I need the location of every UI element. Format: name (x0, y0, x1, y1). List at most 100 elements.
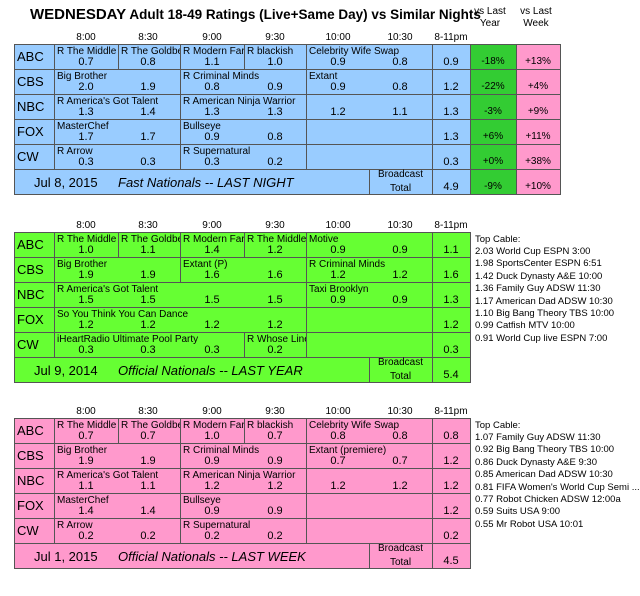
program-name: MasterChef (57, 121, 109, 132)
top-cable-title: Top Cable: (475, 420, 521, 431)
rating-value: 1.2 (204, 319, 220, 331)
broadcast-total-value: 4.5 (443, 555, 459, 567)
title-subtitle: Adult 18-49 Ratings (Live+Same Day) vs S… (129, 7, 481, 22)
night-total-value: 0.2 (443, 530, 459, 542)
footer-label: Official Nationals -- LAST YEAR (118, 363, 303, 378)
top-cable-item: 1.36 Family Guy ADSW 11:30 (475, 283, 601, 295)
empty-slot (306, 307, 433, 333)
top-cable-item: 0.81 FIFA Women's World Cup Semi ... (475, 481, 640, 493)
rating-value: 1.7 (140, 131, 156, 143)
program-name: So You Think You Can Dance (57, 309, 189, 320)
rating-value: 1.2 (267, 244, 283, 256)
broadcast-yoy-change: -9% (484, 181, 502, 192)
program-cell: R The Middle (54, 418, 119, 444)
top-cable-item: 0.86 Duck Dynasty A&E 9:30 (475, 456, 597, 468)
time-slot-header: 9:30 (265, 220, 285, 231)
rating-value: 0.9 (330, 244, 346, 256)
broadcast-total-label: Broadcast Total (377, 357, 424, 382)
broadcast-total-label-cell (369, 543, 433, 569)
top-cable-item: 2.03 World Cup ESPN 3:00 (475, 246, 591, 257)
network-cbs: CBS (14, 257, 55, 283)
program-cell: Big Brother (54, 69, 181, 95)
rating-value: 1.5 (267, 294, 283, 306)
time-slot-header: 10:00 (325, 406, 351, 417)
rating-value: 1.9 (140, 269, 156, 281)
network-abc: ABC (14, 232, 55, 258)
program-cell: iHeartRadio Ultimate Pool Party (54, 332, 245, 358)
night-total-cell (432, 468, 471, 494)
rating-value: 0.2 (140, 530, 156, 542)
rating-value: 1.2 (267, 319, 283, 331)
empty-slot (306, 518, 433, 544)
rating-value: 0.9 (330, 81, 346, 93)
network-nbc: NBC (14, 94, 55, 120)
yoy-change: +6% (482, 131, 504, 142)
program-name: MasterChef (57, 495, 109, 506)
network-fox: FOX (14, 119, 55, 145)
program-cell: R American Ninja Warrior (180, 94, 307, 120)
footer-date: Jul 8, 2015 (34, 175, 98, 190)
rating-value: 0.7 (267, 430, 283, 442)
top-cable-item: 0.55 Mr Robot USA 10:01 (475, 518, 584, 530)
rating-value: 1.2 (330, 480, 346, 492)
program-name: R Modern Far (183, 234, 244, 245)
program-name: Extant (premiere) (309, 445, 387, 456)
broadcast-wow-cell (516, 169, 561, 195)
top-cable-item: 0.99 Catfish MTV 10:00 (475, 320, 575, 332)
broadcast-yoy-cell (470, 169, 517, 195)
program-name: R Whose Line (247, 334, 306, 345)
network-cw: CW (14, 518, 55, 544)
rating-value: 0.8 (204, 81, 220, 93)
top-cable-item: 1.10 Big Bang Theory TBS 10:00 (475, 308, 615, 319)
broadcast-total-value: 4.9 (443, 181, 459, 193)
rating-value: 1.2 (392, 269, 408, 281)
rating-value: 1.2 (330, 106, 346, 118)
program-cell: Celebrity Wife Swap (306, 418, 433, 444)
program-cell: R America's Got Talent (54, 468, 181, 494)
program-name: R Modern Far (183, 420, 244, 431)
rating-value: 1.5 (140, 294, 156, 306)
program-name: R blackish (247, 420, 294, 431)
time-slot-header: 8:30 (138, 220, 158, 231)
rating-value: 1.1 (140, 480, 156, 492)
rating-value: 1.9 (78, 455, 94, 467)
time-slot-header: 9:30 (265, 32, 285, 43)
program-cell: R Arrow (54, 518, 181, 544)
program-cell: R America's Got Talent (54, 282, 307, 308)
rating-value: 1.1 (392, 106, 408, 118)
broadcast-total-label: Broadcast Total (377, 169, 424, 194)
night-total-value: 1.3 (443, 294, 459, 306)
network-label: CBS (17, 74, 44, 89)
program-name: R Criminal Minds (183, 445, 260, 456)
rating-value: 0.7 (140, 430, 156, 442)
program-name: R Modern Far (183, 46, 244, 57)
program-cell: Big Brother (54, 257, 181, 283)
top-cable-item: 1.42 Duck Dynasty A&E 10:00 (475, 270, 603, 282)
footer-date: Jul 1, 2015 (34, 549, 98, 564)
rating-value: 1.3 (204, 106, 220, 118)
program-cell: Motive (306, 232, 433, 258)
rating-value: 0.3 (78, 344, 94, 356)
rating-value: 0.3 (204, 156, 220, 168)
rating-value: 0.8 (392, 56, 408, 68)
night-total-cell (432, 443, 471, 469)
yoy-change: +0% (482, 156, 504, 167)
rating-value: 1.0 (78, 244, 94, 256)
program-name: Extant (P) (183, 259, 228, 270)
empty-slot (306, 119, 433, 145)
program-name: R America's Got Talent (57, 470, 159, 481)
time-slot-header: 9:00 (202, 406, 222, 417)
program-cell: R blackish (244, 418, 307, 444)
yoy-change: -3% (484, 106, 502, 117)
program-name: R Supernatural (183, 146, 251, 157)
program-name: R American Ninja Warrior (183, 96, 296, 107)
program-name: R The Middle (57, 46, 117, 57)
program-name: R America's Got Talent (57, 96, 159, 107)
time-slot-header: 9:30 (265, 406, 285, 417)
night-total-value: 0.8 (443, 430, 459, 442)
program-name: Motive (309, 234, 339, 245)
program-name: R The Middle (57, 420, 117, 431)
network-label: ABC (17, 49, 44, 64)
rating-value: 0.8 (267, 131, 283, 143)
network-label: CBS (17, 448, 44, 463)
